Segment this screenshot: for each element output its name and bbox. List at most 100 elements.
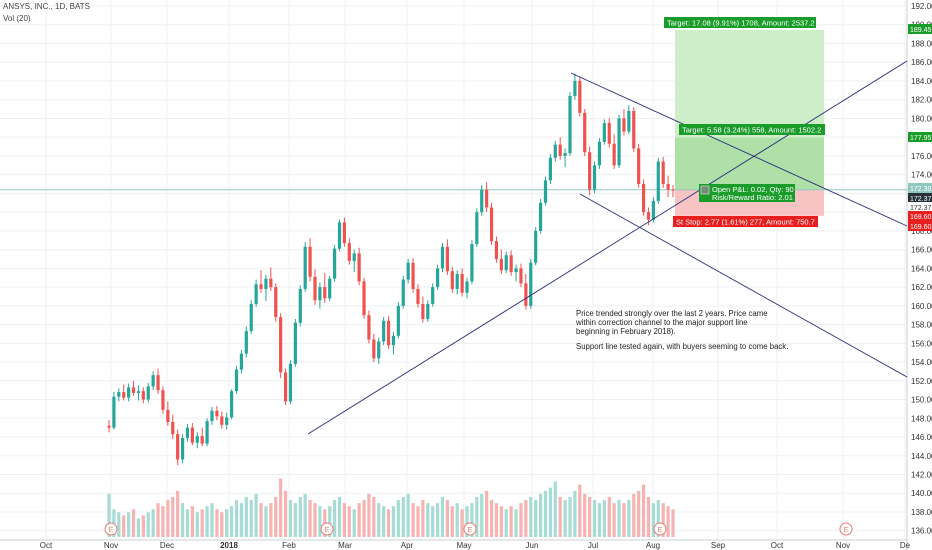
candle-body — [200, 436, 204, 444]
risk-reward-label: Risk/Reward Ratio: 2.01 — [712, 193, 793, 202]
candle-body — [244, 331, 248, 354]
volume-bar — [352, 509, 356, 537]
volume-bar — [195, 512, 199, 537]
candle-body — [548, 157, 552, 181]
y-tick-label: 182.00 — [911, 96, 932, 105]
candle-body — [460, 273, 464, 293]
earnings-marker — [839, 522, 853, 536]
y-tick-label: 164.00 — [911, 264, 932, 273]
volume-bar — [166, 500, 170, 537]
candle-body — [465, 281, 469, 293]
volume-bar — [269, 503, 273, 537]
y-tick-label: 166.00 — [911, 246, 932, 255]
candle-body — [607, 123, 611, 144]
x-tick-label: Oct — [771, 541, 784, 550]
stop-label-bg — [673, 216, 818, 227]
candle-body — [568, 95, 572, 154]
candle-body — [239, 353, 244, 370]
price-axis-label-bg — [908, 221, 932, 231]
candle-body — [269, 278, 273, 288]
x-tick-label: Feb — [282, 541, 296, 550]
candle-body — [215, 410, 219, 417]
candle-body — [592, 165, 597, 190]
x-tick-label: Nov — [836, 541, 850, 550]
x-tick-label: Sep — [711, 541, 726, 550]
volume-bar — [499, 506, 503, 537]
volume-bar — [651, 503, 655, 537]
y-tick-label: 176.00 — [911, 152, 932, 161]
volume-bar — [141, 515, 145, 537]
volume-bar — [519, 503, 523, 537]
volume-bar — [396, 500, 400, 537]
candle-body — [283, 372, 288, 402]
x-tick-label: De — [900, 541, 911, 550]
x-tick-label: Mar — [338, 541, 352, 550]
volume-bar — [357, 503, 361, 537]
candle-body — [303, 246, 307, 289]
candle-body — [519, 268, 523, 284]
volume-bar — [666, 506, 670, 537]
volume-bar — [641, 484, 646, 537]
volume-bar — [578, 484, 582, 537]
volume-bar — [435, 503, 440, 537]
candle-body — [632, 110, 636, 149]
y-tick-label: 152.00 — [911, 377, 932, 386]
earnings-marker-label: E — [325, 527, 330, 534]
volume-bar — [440, 496, 445, 537]
earnings-marker-label: E — [658, 527, 663, 534]
candle-body — [426, 303, 430, 319]
volume-bar — [239, 503, 244, 537]
candle-body — [475, 212, 479, 244]
volume-bar — [249, 500, 253, 537]
volume-bar — [656, 500, 660, 537]
volume-bar — [460, 509, 464, 537]
volume-bar — [215, 509, 219, 537]
volume-bar — [470, 503, 474, 537]
volume-bar — [210, 503, 214, 537]
candle-body — [176, 434, 180, 460]
candle-body — [293, 322, 297, 364]
candle-body — [127, 387, 131, 398]
candle-body — [583, 112, 587, 153]
candle-body — [401, 279, 405, 306]
price-axis-label-bg — [908, 211, 932, 221]
volume-bar — [509, 506, 513, 537]
y-tick-label: 146.00 — [911, 433, 932, 442]
volume-bar — [386, 509, 391, 537]
volume-bar — [146, 512, 150, 537]
volume-bar — [234, 500, 239, 537]
channel-bottom-trendline — [579, 193, 908, 378]
annotation-line: Support line tested again, with buyers s… — [576, 342, 788, 351]
y-tick-label: 168.00 — [911, 227, 932, 236]
target-far-label: Target: 17.08 (9.91%) 1708, Amount: 2537… — [667, 19, 815, 28]
candle-body — [597, 141, 602, 166]
volume-bar — [524, 500, 528, 537]
channel-top-trendline — [570, 72, 908, 227]
volume-bar — [617, 500, 621, 537]
target-near-label-bg — [679, 124, 825, 135]
candle-body — [122, 392, 126, 398]
volume-bar — [553, 481, 557, 537]
symbol-title: ANSYS, INC., 1D, BATS — [3, 2, 90, 11]
volume-bar — [122, 515, 126, 537]
volume-bar — [445, 500, 449, 537]
candle-body — [342, 222, 347, 244]
candle-body — [151, 375, 155, 387]
candle-body — [396, 305, 400, 336]
candle-body — [411, 262, 415, 289]
candle-body — [367, 315, 371, 340]
volume-bar — [107, 493, 111, 537]
volume-bar — [494, 503, 499, 537]
candle-body — [205, 421, 209, 444]
candle-body — [440, 246, 445, 269]
candle-body — [602, 123, 606, 142]
volume-bar — [597, 503, 602, 537]
annotation-line: within correction channel to the major s… — [575, 318, 748, 327]
volume-bar — [529, 496, 533, 537]
candle-body — [318, 287, 322, 301]
volume-bar — [416, 506, 420, 537]
candle-body — [308, 246, 312, 277]
y-tick-label: 138.00 — [911, 508, 932, 517]
